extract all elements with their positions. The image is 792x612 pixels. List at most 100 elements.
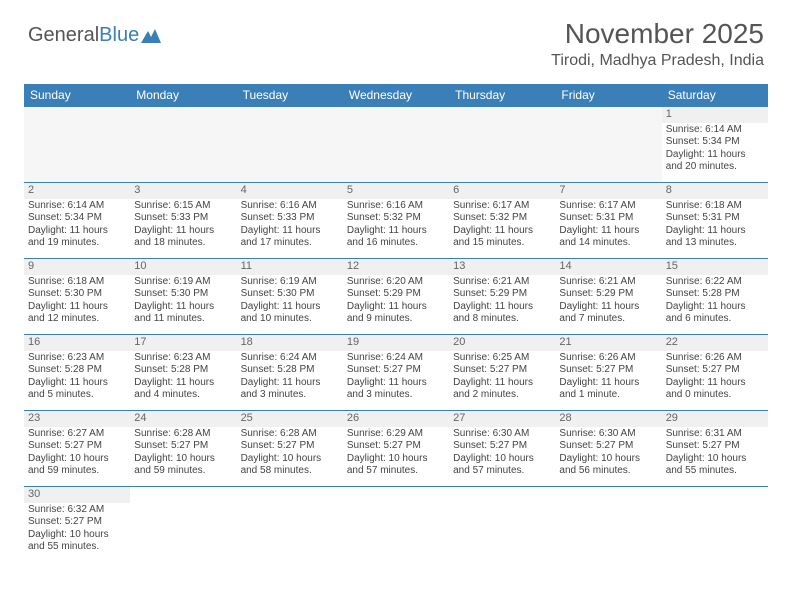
logo-text-general: General — [28, 24, 99, 47]
day-cell: 30Sunrise: 6:32 AMSunset: 5:27 PMDayligh… — [24, 487, 130, 563]
weekday-header: Saturday — [662, 84, 768, 107]
sunrise-text: Sunrise: 6:21 AM — [559, 276, 657, 289]
daylight-text: Daylight: 11 hours and 3 minutes. — [241, 377, 339, 402]
day-number: 10 — [130, 259, 236, 275]
week-row: 9Sunrise: 6:18 AMSunset: 5:30 PMDaylight… — [24, 259, 768, 335]
day-number: 18 — [237, 335, 343, 351]
day-cell: 2Sunrise: 6:14 AMSunset: 5:34 PMDaylight… — [24, 183, 130, 259]
sunset-text: Sunset: 5:27 PM — [347, 440, 445, 453]
title-block: November 2025 Tirodi, Madhya Pradesh, In… — [551, 18, 764, 70]
title-location: Tirodi, Madhya Pradesh, India — [551, 52, 764, 70]
sunrise-text: Sunrise: 6:26 AM — [666, 352, 764, 365]
daylight-text: Daylight: 11 hours and 15 minutes. — [453, 225, 551, 250]
sunset-text: Sunset: 5:27 PM — [666, 364, 764, 377]
sunset-text: Sunset: 5:29 PM — [559, 288, 657, 301]
daylight-text: Daylight: 10 hours and 57 minutes. — [347, 453, 445, 478]
sunset-text: Sunset: 5:27 PM — [666, 440, 764, 453]
sunset-text: Sunset: 5:27 PM — [28, 516, 126, 529]
sunrise-text: Sunrise: 6:27 AM — [28, 428, 126, 441]
sunrise-text: Sunrise: 6:29 AM — [347, 428, 445, 441]
daylight-text: Daylight: 11 hours and 4 minutes. — [134, 377, 232, 402]
day-number: 20 — [449, 335, 555, 351]
sunrise-text: Sunrise: 6:21 AM — [453, 276, 551, 289]
empty-cell — [449, 107, 555, 183]
day-number: 15 — [662, 259, 768, 275]
weekday-header: Monday — [130, 84, 236, 107]
daylight-text: Daylight: 11 hours and 8 minutes. — [453, 301, 551, 326]
day-number: 12 — [343, 259, 449, 275]
sunrise-text: Sunrise: 6:28 AM — [241, 428, 339, 441]
sunset-text: Sunset: 5:27 PM — [347, 364, 445, 377]
day-cell: 15Sunrise: 6:22 AMSunset: 5:28 PMDayligh… — [662, 259, 768, 335]
empty-cell — [555, 107, 661, 183]
day-number: 26 — [343, 411, 449, 427]
daylight-text: Daylight: 10 hours and 57 minutes. — [453, 453, 551, 478]
sunrise-text: Sunrise: 6:14 AM — [28, 200, 126, 213]
sunrise-text: Sunrise: 6:15 AM — [134, 200, 232, 213]
day-cell: 28Sunrise: 6:30 AMSunset: 5:27 PMDayligh… — [555, 411, 661, 487]
logo-text-blue: Blue — [99, 24, 139, 47]
day-cell: 25Sunrise: 6:28 AMSunset: 5:27 PMDayligh… — [237, 411, 343, 487]
daylight-text: Daylight: 11 hours and 10 minutes. — [241, 301, 339, 326]
daylight-text: Daylight: 11 hours and 6 minutes. — [666, 301, 764, 326]
day-cell: 26Sunrise: 6:29 AMSunset: 5:27 PMDayligh… — [343, 411, 449, 487]
day-cell: 18Sunrise: 6:24 AMSunset: 5:28 PMDayligh… — [237, 335, 343, 411]
empty-cell — [237, 107, 343, 183]
weekday-header: Friday — [555, 84, 661, 107]
daylight-text: Daylight: 11 hours and 1 minute. — [559, 377, 657, 402]
weekday-header-row: SundayMondayTuesdayWednesdayThursdayFrid… — [24, 84, 768, 107]
sunset-text: Sunset: 5:33 PM — [241, 212, 339, 225]
flag-icon — [141, 29, 161, 43]
sunrise-text: Sunrise: 6:16 AM — [241, 200, 339, 213]
day-cell: 7Sunrise: 6:17 AMSunset: 5:31 PMDaylight… — [555, 183, 661, 259]
day-cell: 6Sunrise: 6:17 AMSunset: 5:32 PMDaylight… — [449, 183, 555, 259]
daylight-text: Daylight: 11 hours and 7 minutes. — [559, 301, 657, 326]
sunrise-text: Sunrise: 6:24 AM — [241, 352, 339, 365]
sunrise-text: Sunrise: 6:24 AM — [347, 352, 445, 365]
day-number: 4 — [237, 183, 343, 199]
weekday-header: Wednesday — [343, 84, 449, 107]
daylight-text: Daylight: 11 hours and 18 minutes. — [134, 225, 232, 250]
title-month: November 2025 — [551, 18, 764, 50]
daylight-text: Daylight: 10 hours and 59 minutes. — [28, 453, 126, 478]
daylight-text: Daylight: 11 hours and 11 minutes. — [134, 301, 232, 326]
day-number: 28 — [555, 411, 661, 427]
day-number: 21 — [555, 335, 661, 351]
weekday-header: Tuesday — [237, 84, 343, 107]
day-number: 24 — [130, 411, 236, 427]
sunrise-text: Sunrise: 6:18 AM — [28, 276, 126, 289]
empty-cell — [343, 487, 449, 563]
day-number: 16 — [24, 335, 130, 351]
day-number: 8 — [662, 183, 768, 199]
day-cell: 22Sunrise: 6:26 AMSunset: 5:27 PMDayligh… — [662, 335, 768, 411]
day-cell: 10Sunrise: 6:19 AMSunset: 5:30 PMDayligh… — [130, 259, 236, 335]
sunrise-text: Sunrise: 6:23 AM — [28, 352, 126, 365]
week-row: 16Sunrise: 6:23 AMSunset: 5:28 PMDayligh… — [24, 335, 768, 411]
day-cell: 27Sunrise: 6:30 AMSunset: 5:27 PMDayligh… — [449, 411, 555, 487]
daylight-text: Daylight: 10 hours and 56 minutes. — [559, 453, 657, 478]
sunrise-text: Sunrise: 6:23 AM — [134, 352, 232, 365]
daylight-text: Daylight: 11 hours and 12 minutes. — [28, 301, 126, 326]
sunset-text: Sunset: 5:27 PM — [453, 440, 551, 453]
sunrise-text: Sunrise: 6:18 AM — [666, 200, 764, 213]
sunset-text: Sunset: 5:30 PM — [241, 288, 339, 301]
day-number: 11 — [237, 259, 343, 275]
sunset-text: Sunset: 5:27 PM — [559, 440, 657, 453]
daylight-text: Daylight: 11 hours and 17 minutes. — [241, 225, 339, 250]
day-cell: 1Sunrise: 6:14 AMSunset: 5:34 PMDaylight… — [662, 107, 768, 183]
week-row: 1Sunrise: 6:14 AMSunset: 5:34 PMDaylight… — [24, 107, 768, 183]
empty-cell — [343, 107, 449, 183]
day-cell: 24Sunrise: 6:28 AMSunset: 5:27 PMDayligh… — [130, 411, 236, 487]
header: GeneralBlue November 2025 Tirodi, Madhya… — [0, 0, 792, 78]
day-number: 9 — [24, 259, 130, 275]
daylight-text: Daylight: 11 hours and 16 minutes. — [347, 225, 445, 250]
day-cell: 5Sunrise: 6:16 AMSunset: 5:32 PMDaylight… — [343, 183, 449, 259]
sunrise-text: Sunrise: 6:16 AM — [347, 200, 445, 213]
daylight-text: Daylight: 11 hours and 2 minutes. — [453, 377, 551, 402]
weekday-header: Thursday — [449, 84, 555, 107]
sunrise-text: Sunrise: 6:28 AM — [134, 428, 232, 441]
day-number: 3 — [130, 183, 236, 199]
day-cell: 17Sunrise: 6:23 AMSunset: 5:28 PMDayligh… — [130, 335, 236, 411]
day-number: 30 — [24, 487, 130, 503]
sunrise-text: Sunrise: 6:30 AM — [559, 428, 657, 441]
